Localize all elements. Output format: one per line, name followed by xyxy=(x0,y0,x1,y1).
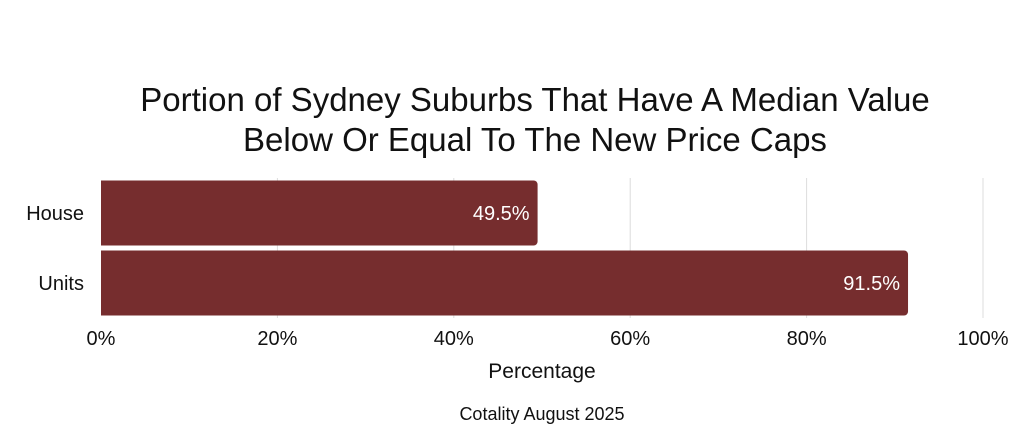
source-note: Cotality August 2025 xyxy=(459,404,624,424)
x-axis-title: Percentage xyxy=(488,360,595,383)
chart-title-line-1: Portion of Sydney Suburbs That Have A Me… xyxy=(140,81,930,118)
data-label: 49.5% xyxy=(473,203,530,225)
x-tick-label: 40% xyxy=(434,328,474,350)
x-tick-label: 0% xyxy=(87,328,116,350)
x-tick-label: 100% xyxy=(957,328,1008,350)
category-label: Units xyxy=(38,273,84,295)
bar-left-edge xyxy=(101,180,107,246)
x-tick-label: 20% xyxy=(257,328,297,350)
category-label: House xyxy=(26,203,84,225)
chart-title-line-2: Below Or Equal To The New Price Caps xyxy=(243,121,827,158)
chart-title: Portion of Sydney Suburbs That Have A Me… xyxy=(0,80,1024,160)
bar-house xyxy=(101,180,538,246)
x-tick-label: 80% xyxy=(787,328,827,350)
x-tick-label: 60% xyxy=(610,328,650,350)
bar-units xyxy=(101,250,909,316)
data-label: 91.5% xyxy=(843,273,900,295)
bar-left-edge xyxy=(101,250,107,316)
